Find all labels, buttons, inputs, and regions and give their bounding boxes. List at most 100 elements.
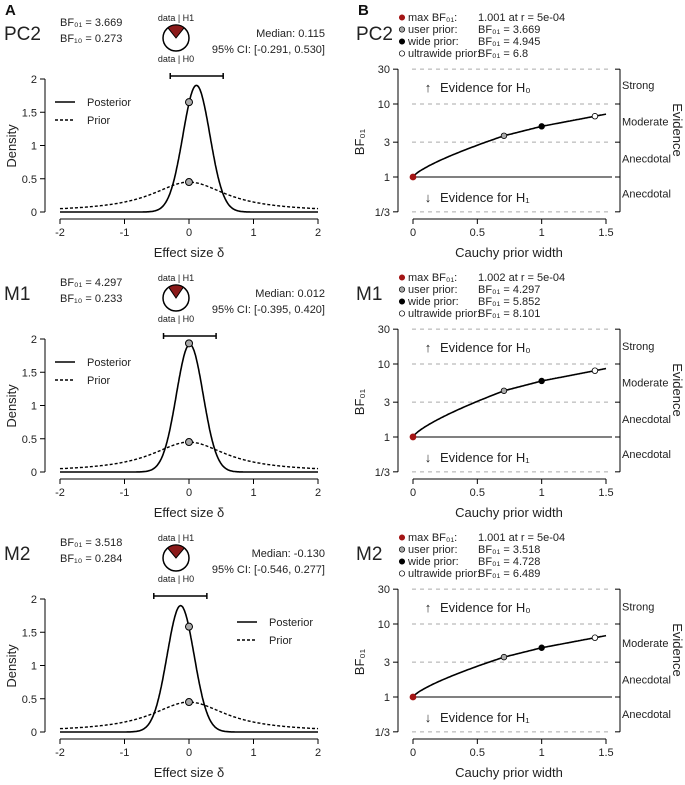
x-axis-label: Effect size δ	[154, 245, 225, 260]
y-axis-label: Density	[4, 384, 19, 428]
median-text: Median: 0.115	[256, 28, 325, 40]
legend-dot-ultrawide	[398, 50, 406, 57]
pie-slice-h1	[167, 24, 185, 39]
y-tick-label: 1	[31, 141, 37, 153]
x-tick-label: 2	[315, 487, 321, 499]
x-tick-label-b: 0.5	[470, 227, 485, 239]
legend-label: ultrawide prior:	[408, 48, 480, 60]
x-tick-label-b: 1	[539, 747, 545, 759]
pie-label-h1: data | H1	[158, 533, 194, 543]
bf01-text: BF₀₁ = 4.297	[60, 277, 122, 289]
x-tick-label-b: 0	[410, 487, 416, 499]
x-axis-label-b: Cauchy prior width	[455, 245, 563, 260]
x-tick-label: 0	[186, 747, 192, 759]
x-tick-label: 0	[186, 227, 192, 239]
pie-label-h0: data | H0	[158, 54, 194, 64]
median-text: Median: 0.012	[255, 288, 325, 300]
pie-slice-h1	[166, 544, 186, 559]
legend-value: BF₀₁ = 3.669	[478, 24, 540, 36]
y-tick-label-b: 10	[378, 619, 390, 631]
y-tick-label-b: 3	[384, 137, 390, 149]
y-tick-label-b: 30	[378, 324, 390, 336]
arrow-down-icon: ↓	[425, 710, 432, 725]
y-tick-label-b: 1	[384, 172, 390, 184]
x-axis-label: Effect size δ	[154, 505, 225, 520]
legend-posterior-label: Posterior	[87, 357, 131, 369]
legend-posterior-label: Posterior	[87, 97, 131, 109]
legend-label: user prior:	[408, 24, 458, 36]
pie-label-h1: data | H1	[158, 13, 194, 23]
prior-at-zero-point	[185, 178, 193, 187]
arrow-down-icon: ↓	[425, 450, 432, 465]
y-axis-label: Density	[4, 124, 19, 168]
row-label: M2	[4, 544, 30, 565]
arrow-up-icon: ↑	[425, 600, 432, 615]
y-axis-label-b: BF₀₁	[352, 648, 367, 675]
evidence-axis-label: Evidence	[670, 363, 685, 416]
evidence-category-label: Strong	[622, 601, 654, 613]
bf-point-ultrawide	[591, 113, 599, 120]
legend-value: BF₀₁ = 4.728	[478, 556, 540, 568]
evidence-category-label: Moderate	[622, 117, 668, 129]
legend-label: max BF₀₁:	[408, 12, 457, 24]
arrow-up-icon: ↑	[425, 340, 432, 355]
legend-dot-ultrawide	[398, 310, 406, 317]
legend-dot-user	[398, 546, 406, 553]
bf10-text: BF₁₀ = 0.233	[60, 293, 122, 305]
pie-slice-h1	[168, 284, 184, 299]
legend-label: ultrawide prior:	[408, 308, 480, 320]
pie-label-h0: data | H0	[158, 314, 194, 324]
legend-label: max BF₀₁:	[408, 532, 457, 544]
ci-text: 95% CI: [-0.291, 0.530]	[212, 44, 325, 56]
evidence-category-label: Anecdotal	[622, 414, 671, 426]
median-text: Median: -0.130	[252, 548, 325, 560]
row-label: M1	[4, 284, 30, 305]
bf-point-user	[500, 132, 508, 139]
x-tick-label: -2	[55, 227, 65, 239]
evidence-h0-label: Evidence for H₀	[440, 340, 531, 355]
y-tick-label-b: 1/3	[375, 727, 390, 739]
legend-dot-max	[398, 14, 406, 21]
evidence-category-label: Moderate	[622, 378, 668, 390]
evidence-category-label: Anecdotal	[622, 674, 671, 686]
evidence-axis-label: Evidence	[670, 103, 685, 156]
bf01-text: BF₀₁ = 3.518	[60, 537, 122, 549]
y-tick-label: 2	[31, 594, 37, 606]
y-tick-label: 0	[31, 727, 37, 739]
legend-value: 1.001 at r = 5e-04	[478, 532, 565, 544]
evidence-h1-label: Evidence for H₁	[440, 450, 530, 465]
x-tick-label-b: 0	[410, 227, 416, 239]
x-tick-label: -2	[55, 487, 65, 499]
legend-posterior-label: Posterior	[269, 617, 313, 629]
legend-dot-max	[398, 274, 406, 281]
legend-prior-label: Prior	[87, 375, 111, 387]
prior-curve	[59, 441, 319, 470]
legend-label: wide prior:	[407, 556, 459, 568]
bf-robustness-curve	[412, 113, 607, 178]
legend-value: BF₀₁ = 6.8	[478, 48, 528, 60]
y-axis-label: Density	[4, 644, 19, 688]
pie-label-h0: data | H0	[158, 574, 194, 584]
evidence-category-label: Anecdotal	[622, 154, 671, 166]
x-axis-label-b: Cauchy prior width	[455, 505, 563, 520]
legend-value: BF₀₁ = 5.852	[478, 296, 540, 308]
x-tick-label-b: 1.5	[598, 227, 613, 239]
row-label: PC2	[4, 24, 41, 45]
legend-label: max BF₀₁:	[408, 272, 457, 284]
evidence-h0-label: Evidence for H₀	[440, 80, 531, 95]
y-tick-label: 1	[31, 661, 37, 673]
y-tick-label-b: 3	[384, 657, 390, 669]
evidence-category-label: Anecdotal	[622, 449, 671, 461]
y-tick-label-b: 1/3	[375, 207, 390, 219]
evidence-category-label: Anecdotal	[622, 189, 671, 201]
posterior-at-zero-point	[185, 98, 193, 107]
y-axis-label-b: BF₀₁	[352, 388, 367, 415]
x-tick-label: 1	[250, 747, 256, 759]
bf-point-wide	[538, 123, 545, 130]
legend-prior-label: Prior	[87, 115, 111, 127]
bf-robustness-curve	[412, 367, 607, 438]
prior-curve	[59, 181, 319, 210]
x-tick-label: -1	[120, 487, 130, 499]
y-tick-label: 1.5	[22, 367, 37, 379]
x-tick-label-b: 1.5	[598, 747, 613, 759]
